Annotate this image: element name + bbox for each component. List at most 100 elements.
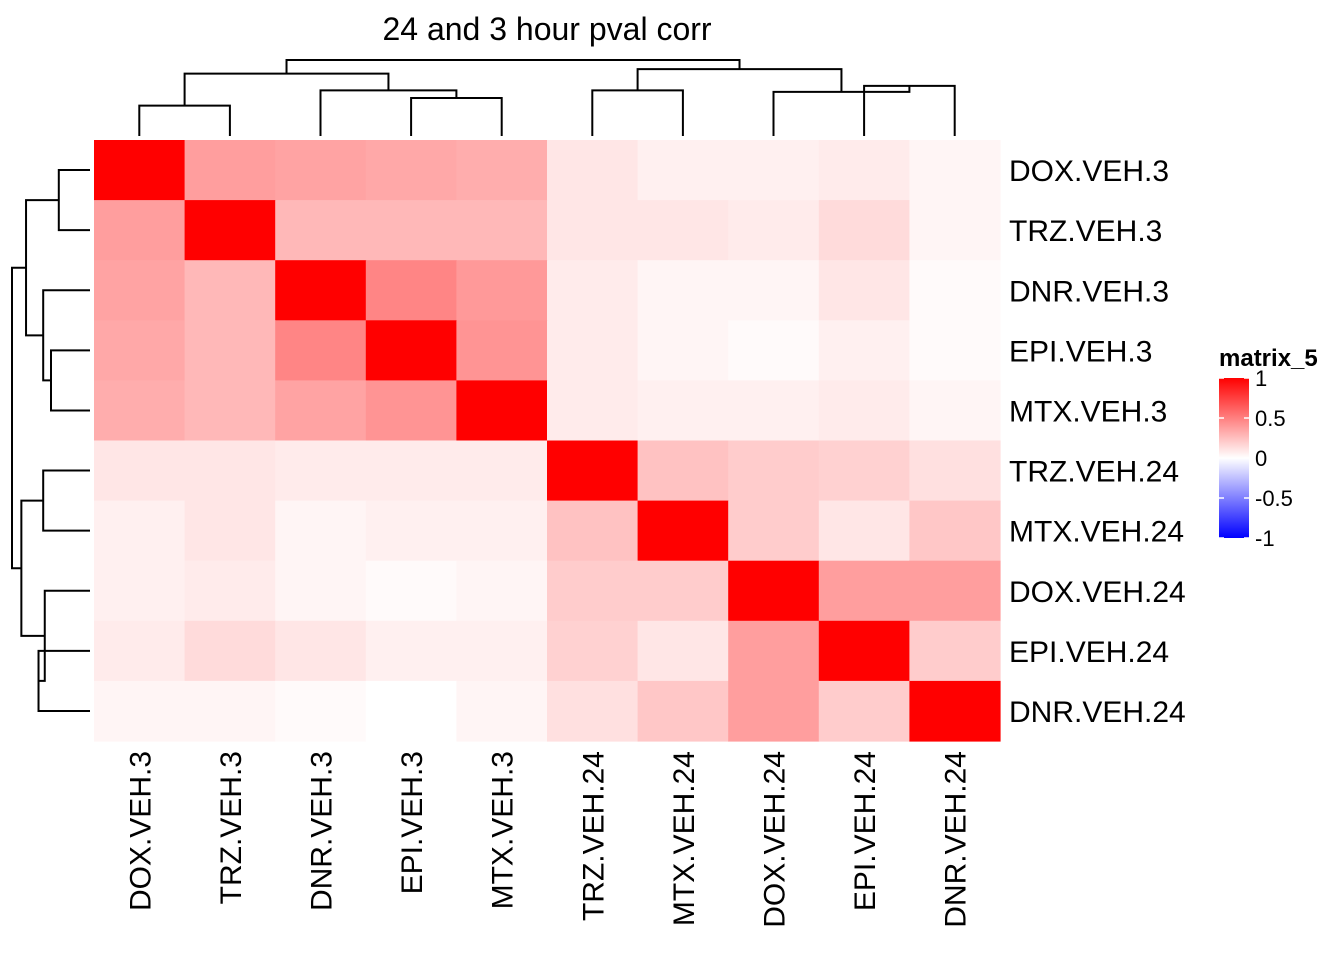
heatmap-cell	[275, 140, 367, 201]
heatmap-cell	[275, 500, 367, 562]
heatmap-cell	[909, 200, 1001, 261]
row-label: EPI.VEH.3	[1009, 335, 1152, 368]
heatmap-cell	[456, 140, 548, 201]
heatmap-cell	[818, 560, 910, 622]
heatmap-cell	[365, 560, 457, 622]
heatmap-cell	[365, 380, 457, 442]
heatmap-cell	[818, 380, 910, 442]
row-label: MTX.VEH.24	[1009, 516, 1184, 549]
legend-tick-label: -1	[1255, 526, 1275, 551]
heatmap-cell	[547, 320, 639, 381]
column-label: MTX.VEH.24	[668, 751, 701, 926]
heatmap-cell	[637, 680, 729, 742]
heatmap-cell	[365, 500, 457, 562]
dendrogram-branch	[863, 84, 956, 136]
heatmap-cell	[547, 500, 639, 562]
column-label: EPI.VEH.24	[849, 751, 882, 911]
dendrogram-branch	[37, 649, 90, 712]
heatmap-cell	[275, 260, 367, 321]
heatmap-cell	[909, 380, 1001, 442]
dendrogram-branch	[57, 169, 90, 232]
column-label: DNR.VEH.3	[306, 751, 339, 911]
chart-title: 24 and 3 hour pval corr	[382, 11, 711, 47]
column-label: DNR.VEH.24	[940, 751, 973, 928]
dendrogram-branch	[11, 266, 27, 570]
heatmap-cell	[456, 320, 548, 381]
heatmap-cell	[365, 620, 457, 682]
heatmap-cell	[94, 620, 186, 682]
heatmap-cell	[909, 560, 1001, 622]
heatmap-cells	[94, 140, 1001, 742]
heatmap-cell	[547, 680, 639, 742]
heatmap-cell	[94, 320, 186, 381]
legend-tick-label: -0.5	[1255, 486, 1293, 511]
heatmap-cell	[909, 500, 1001, 562]
column-label: DOX.VEH.3	[124, 751, 157, 911]
heatmap-cell	[818, 140, 910, 201]
heatmap-cell	[365, 140, 457, 201]
heatmap-cell	[909, 320, 1001, 381]
heatmap-cell	[637, 320, 729, 381]
heatmap-cell	[184, 440, 276, 502]
heatmap-cell	[637, 500, 729, 562]
heatmap-cell	[184, 200, 276, 261]
heatmap-cell	[728, 200, 820, 261]
heatmap-cell	[275, 560, 367, 622]
heatmap-cell	[275, 620, 367, 682]
heatmap-cell	[728, 560, 820, 622]
heatmap-cell	[818, 260, 910, 321]
row-label: DOX.VEH.24	[1009, 576, 1186, 609]
heatmap-cell	[909, 140, 1001, 201]
heatmap-cell	[728, 320, 820, 381]
column-label: MTX.VEH.3	[487, 751, 520, 909]
dendrogram-branch	[772, 85, 911, 136]
heatmap-cell	[637, 140, 729, 201]
heatmap-cell	[275, 440, 367, 502]
heatmap-cell	[909, 260, 1001, 321]
heatmap-cell	[184, 560, 276, 622]
column-label: TRZ.VEH.3	[215, 751, 248, 904]
heatmap-cell	[547, 620, 639, 682]
heatmap-cell	[909, 620, 1001, 682]
heatmap-cell	[637, 200, 729, 261]
heatmap-cell	[94, 380, 186, 442]
heatmap-cell	[637, 560, 729, 622]
heatmap-cell	[365, 680, 457, 742]
heatmap-cell	[818, 200, 910, 261]
heatmap-cell	[94, 140, 186, 201]
heatmap-cell	[547, 200, 639, 261]
heatmap-cell	[909, 440, 1001, 502]
row-label: MTX.VEH.3	[1009, 395, 1167, 428]
heatmap-cell	[547, 140, 639, 201]
heatmap-cell	[818, 440, 910, 502]
row-labels: DOX.VEH.3 TRZ.VEH.3 DNR.VEH.3 EPI.VEH.3 MTX.…	[1009, 155, 1186, 729]
color-legend: matrix_5 1 0.5 0 -0.5 -1	[1219, 345, 1318, 551]
legend-tick-label: 0.5	[1255, 406, 1286, 431]
heatmap-cell	[94, 560, 186, 622]
heatmap-cell	[94, 440, 186, 502]
heatmap-cell	[365, 260, 457, 321]
heatmap-cell	[456, 260, 548, 321]
heatmap-cell	[818, 680, 910, 742]
heatmap-cell	[456, 500, 548, 562]
heatmap-cell	[547, 560, 639, 622]
heatmap-cell	[275, 320, 367, 381]
legend-tick-label: 0	[1255, 446, 1267, 471]
heatmap-cell	[728, 620, 820, 682]
heatmap-cell	[728, 260, 820, 321]
heatmap-cell	[818, 620, 910, 682]
heatmap-cell	[94, 680, 186, 742]
legend-title: matrix_5	[1219, 345, 1318, 372]
dendrogram-branch	[42, 469, 90, 532]
dendrogram-branch	[285, 59, 741, 74]
heatmap-cell	[456, 620, 548, 682]
heatmap-cell	[456, 680, 548, 742]
row-dendrogram	[11, 169, 90, 712]
heatmap-cell	[728, 680, 820, 742]
dendrogram-branch	[636, 68, 843, 92]
heatmap-cell	[184, 620, 276, 682]
heatmap-cell	[184, 260, 276, 321]
row-label: TRZ.VEH.3	[1009, 215, 1162, 248]
dendrogram-branch	[50, 349, 90, 412]
